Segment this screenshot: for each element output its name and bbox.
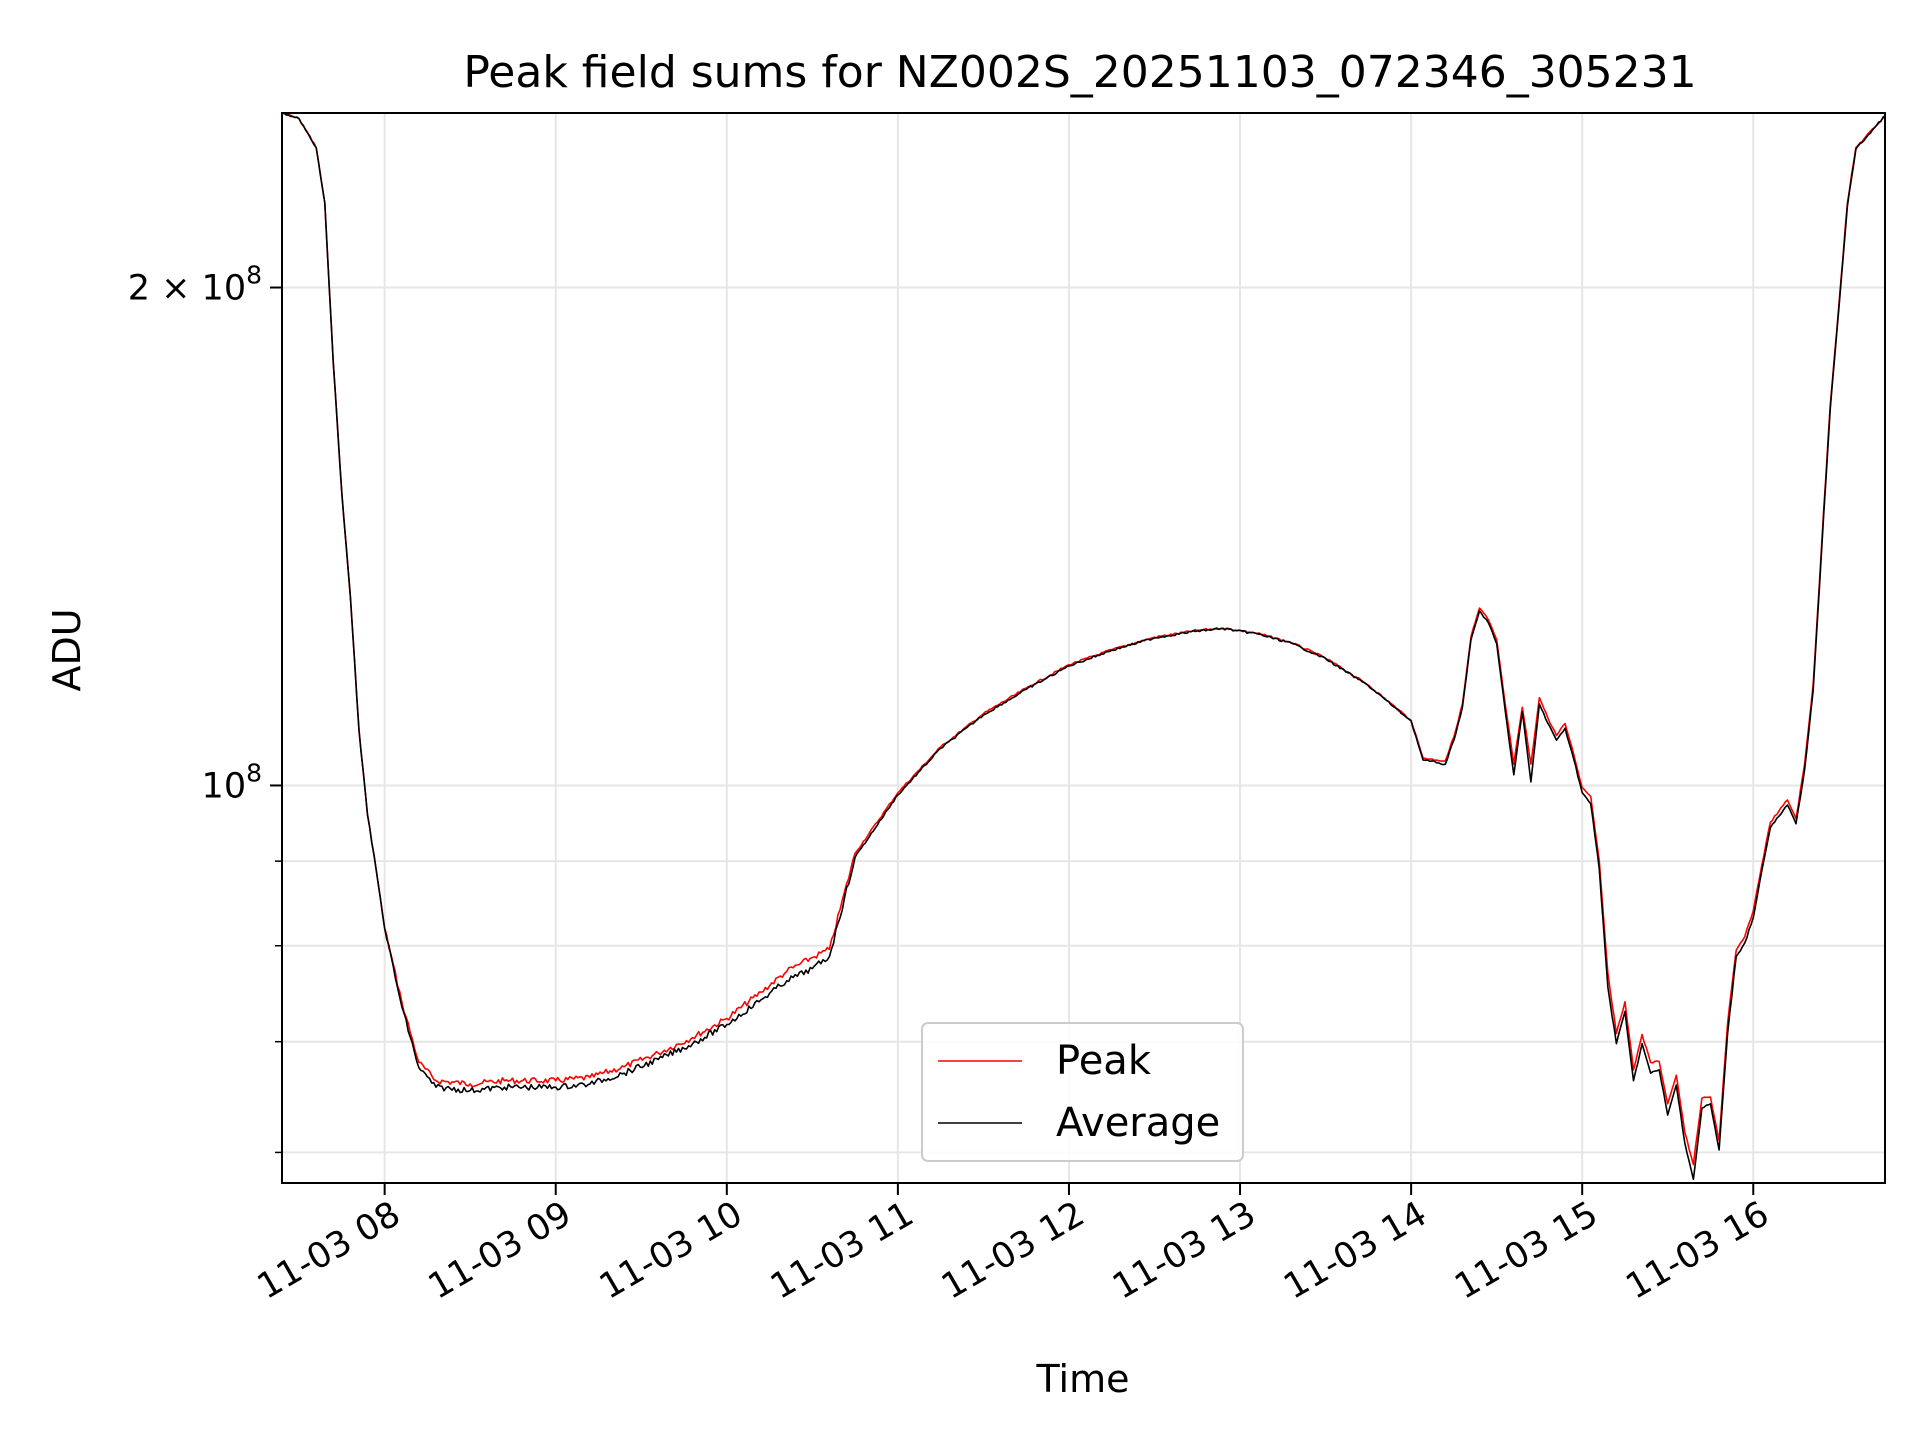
y-tick-exponent: 8: [246, 758, 262, 787]
y-tick-coefficient: 2 ×: [128, 269, 202, 309]
x-axis-label: Time: [1036, 1357, 1130, 1401]
y-tick-base: 10: [202, 766, 247, 806]
y-tick-base: 10: [202, 269, 247, 309]
plot-frame: [281, 112, 1886, 1184]
legend-label-average: Average: [1056, 1100, 1220, 1146]
legend: Peak Average: [921, 1022, 1244, 1162]
y-axis-label: ADU: [45, 608, 89, 691]
legend-label-peak: Peak: [1056, 1038, 1152, 1084]
y-tick-label: 2 × 108: [128, 261, 262, 309]
y-tick-exponent: 8: [246, 261, 262, 290]
legend-box: [921, 1022, 1244, 1162]
series-layer: [281, 112, 1886, 1181]
y-tick-label: 108: [202, 758, 262, 806]
series-line-average: [282, 112, 1886, 1181]
chart-title: Peak field sums for NZ002S_20251103_0723…: [463, 47, 1696, 98]
